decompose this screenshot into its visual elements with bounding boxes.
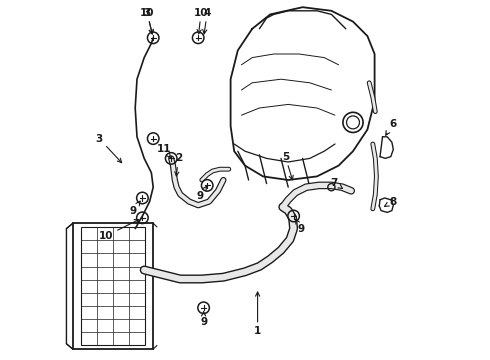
Text: 5: 5 (282, 152, 293, 180)
Text: 7: 7 (331, 178, 343, 189)
Text: 8: 8 (385, 197, 396, 207)
Text: 9: 9 (130, 201, 140, 216)
Text: 10: 10 (194, 8, 208, 34)
Bar (73, 223, 153, 349)
Text: 1: 1 (254, 292, 261, 336)
Bar (81, 227, 145, 345)
Text: 11: 11 (157, 144, 171, 158)
Text: 9: 9 (200, 312, 207, 327)
Text: 9: 9 (196, 186, 206, 201)
Text: 3: 3 (144, 8, 153, 34)
Text: 2: 2 (175, 153, 182, 176)
Text: 10: 10 (140, 8, 154, 34)
Text: 4: 4 (203, 8, 211, 34)
Text: 3: 3 (96, 134, 122, 163)
Text: 10: 10 (99, 220, 139, 241)
Text: 6: 6 (386, 119, 396, 135)
Text: 9: 9 (295, 219, 304, 234)
